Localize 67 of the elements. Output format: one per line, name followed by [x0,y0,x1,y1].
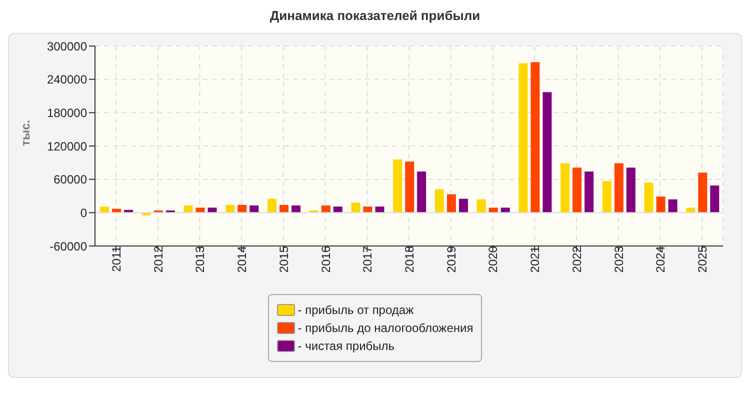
bar [417,172,426,213]
bar [375,206,384,213]
y-axis-title: тыс. [18,120,32,146]
y-tick-label: 0 [80,206,88,220]
bar [686,208,696,213]
y-tick-label: 180000 [46,106,88,120]
x-tick-label: 2025 [696,246,710,273]
x-tick-label: 2011 [109,246,124,272]
x-tick-label: 2013 [193,246,208,273]
y-tick-label: 60000 [54,172,88,187]
bar [226,204,235,213]
bar [710,185,720,213]
bar [518,63,528,213]
bar [291,205,300,213]
bar [572,168,582,213]
bar [488,208,498,213]
bar [668,199,678,213]
bar [500,208,510,213]
bar [656,196,666,213]
x-tick-label: 2023 [612,246,626,273]
bar [614,163,624,213]
bar [405,162,414,213]
x-tick-label: 2021 [528,246,542,273]
y-tick-label: -60000 [50,239,88,254]
bar [184,205,193,213]
bar [626,168,636,213]
chart-title: Динамика показателей прибыли [268,8,482,23]
x-tick-label: 2014 [235,246,250,273]
bar [279,204,288,213]
x-tick-label: 2015 [276,246,291,273]
bar [434,189,444,213]
bar [476,199,486,213]
bar [321,205,330,213]
bar [560,163,570,213]
x-tick-label: 2019 [444,246,458,273]
bar [238,204,247,213]
x-tick-label: 2020 [486,246,500,273]
bar [250,205,259,213]
bar [644,182,654,213]
bar [100,206,110,213]
legend-label: - чистая прибыль [298,338,395,355]
bar [208,208,217,213]
x-tick-label: 2017 [360,246,375,273]
bar [458,198,468,213]
x-tick-label: 2024 [654,246,668,273]
bar [142,212,151,216]
bar [393,159,402,213]
bar [446,194,456,213]
bar [542,92,552,213]
bar [363,206,372,213]
x-tick-label: 2022 [570,246,584,273]
bar [351,202,360,213]
bar [530,62,540,213]
legend-label: - прибыль до налогообложения [298,320,474,337]
legend-label: - прибыль от продаж [298,302,414,319]
bar [698,172,708,213]
bar [267,198,276,213]
x-tick-label: 2018 [402,246,417,273]
bar [333,206,342,213]
x-tick-label: 2012 [151,246,166,273]
bar [602,181,612,213]
y-tick-label: 300000 [46,39,88,54]
y-tick-label: 240000 [46,72,88,87]
bar [196,208,205,213]
bar [584,172,594,213]
y-tick-label: 120000 [46,139,88,154]
x-tick-label: 2016 [318,246,333,273]
